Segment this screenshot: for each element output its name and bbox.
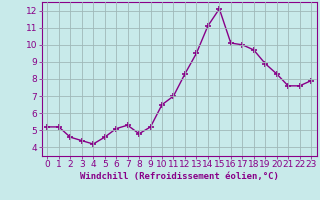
X-axis label: Windchill (Refroidissement éolien,°C): Windchill (Refroidissement éolien,°C): [80, 172, 279, 181]
